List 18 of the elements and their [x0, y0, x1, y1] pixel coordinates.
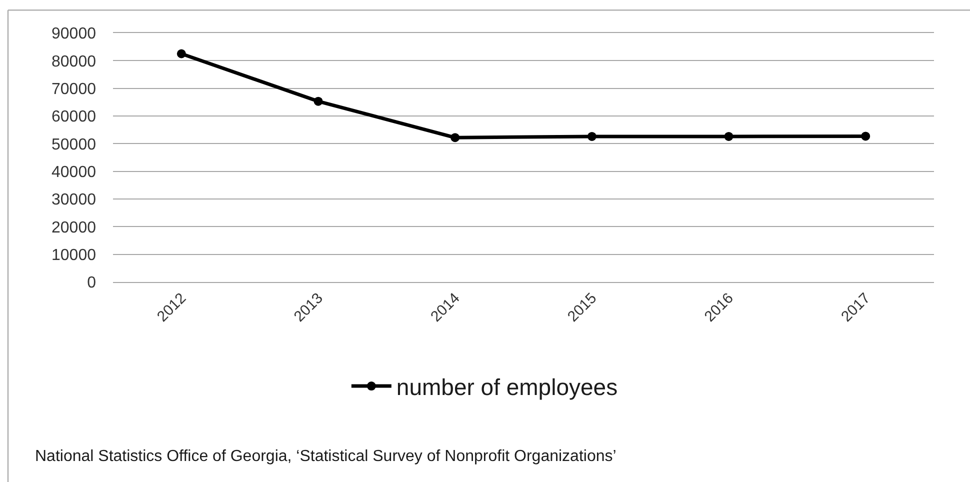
y-tick-label: 20000 — [52, 219, 96, 236]
y-tick-label: 0 — [87, 274, 96, 292]
y-tick-label: 50000 — [52, 136, 96, 154]
point — [724, 132, 734, 141]
point — [587, 132, 596, 141]
point — [176, 49, 186, 58]
y-tick-label: 90000 — [52, 26, 96, 43]
text: National Statistics Office of Georgia, ‘Statistical Survey of Nonprofit Organizations’ — [35, 448, 616, 465]
y-tick-label: 80000 — [52, 53, 96, 70]
y-tick-label: 70000 — [52, 80, 96, 98]
y-tick-label: 40000 — [52, 164, 96, 181]
legend-label: number of employees — [396, 374, 618, 400]
point — [861, 132, 870, 141]
y-tick-label: 60000 — [52, 108, 96, 126]
point — [314, 96, 323, 106]
y-tick-label: 30000 — [52, 192, 96, 209]
point — [450, 133, 460, 142]
y-tick-label: 10000 — [52, 246, 96, 264]
